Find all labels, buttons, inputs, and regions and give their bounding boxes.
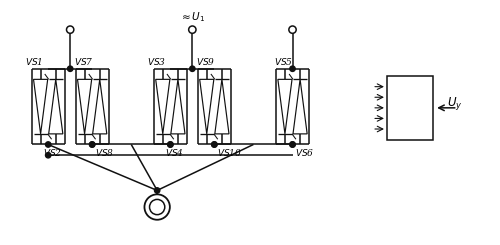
Circle shape [290, 66, 295, 72]
Polygon shape [278, 79, 292, 134]
Circle shape [212, 142, 217, 147]
Text: $VS$6: $VS$6 [295, 147, 314, 159]
Polygon shape [200, 79, 214, 134]
Circle shape [46, 142, 51, 147]
Text: $VS$3: $VS$3 [147, 56, 166, 67]
Text: $U_y$: $U_y$ [448, 96, 463, 112]
Circle shape [188, 26, 196, 33]
Circle shape [66, 26, 74, 33]
Text: $VS$4: $VS$4 [166, 147, 184, 159]
Circle shape [46, 153, 51, 158]
Polygon shape [156, 79, 170, 134]
Polygon shape [78, 79, 92, 134]
Text: $VS$7: $VS$7 [74, 56, 93, 67]
Circle shape [168, 142, 173, 147]
Circle shape [144, 194, 170, 220]
Circle shape [150, 199, 165, 215]
Circle shape [154, 188, 160, 193]
Text: $VS$8: $VS$8 [94, 147, 114, 159]
Circle shape [190, 66, 195, 72]
Polygon shape [92, 79, 107, 134]
Polygon shape [48, 79, 63, 134]
Polygon shape [34, 79, 48, 134]
Text: $VS$10: $VS$10 [217, 147, 242, 159]
Circle shape [289, 26, 296, 33]
Bar [387, 76, 433, 140]
Circle shape [90, 142, 95, 147]
Text: $VS$2: $VS$2 [44, 147, 62, 159]
Circle shape [212, 142, 217, 147]
Polygon shape [215, 79, 229, 134]
Text: СИФУ: СИФУ [392, 103, 428, 113]
Text: M: M [152, 203, 162, 212]
Circle shape [168, 142, 173, 147]
Circle shape [290, 142, 295, 147]
Circle shape [290, 142, 295, 147]
Text: $VS$9: $VS$9 [196, 56, 215, 67]
Circle shape [90, 142, 95, 147]
Text: $VS$1: $VS$1 [24, 56, 42, 67]
Polygon shape [293, 79, 307, 134]
Text: $\approx U_1$: $\approx U_1$ [179, 10, 206, 24]
Circle shape [68, 66, 73, 72]
Polygon shape [171, 79, 185, 134]
Text: $VS$5: $VS$5 [274, 56, 293, 67]
